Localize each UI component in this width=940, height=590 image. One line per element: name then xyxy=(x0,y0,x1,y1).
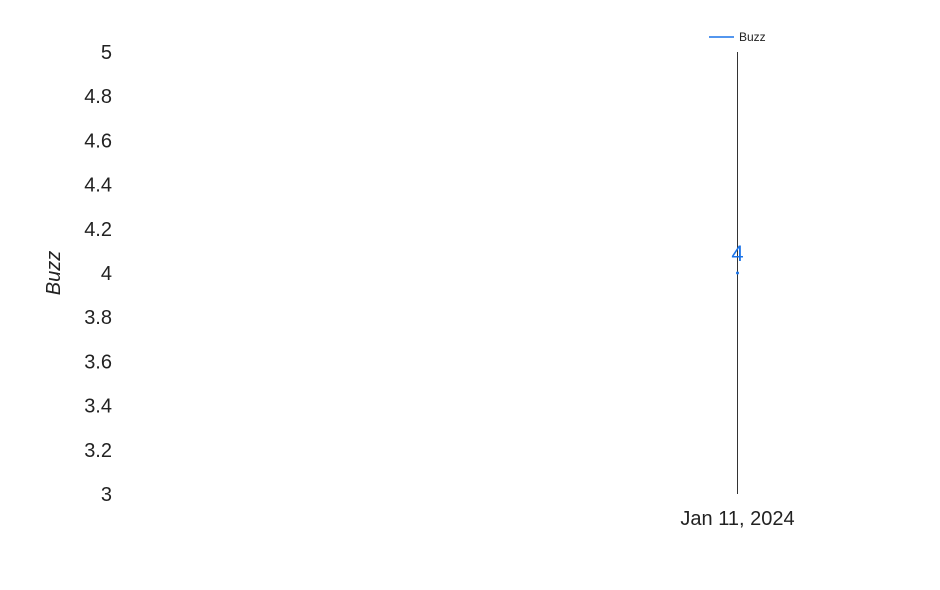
y-tick-label: 4.2 xyxy=(84,219,112,241)
legend[interactable]: Buzz xyxy=(709,30,766,44)
y-tick-label: 4.6 xyxy=(84,130,112,152)
y-axis-ticks: 5 4.8 4.6 4.4 4.2 4 3.8 3.6 3.4 3.2 3 xyxy=(84,42,112,506)
series-point[interactable] xyxy=(736,271,739,275)
y-tick-label: 5 xyxy=(101,42,112,64)
y-tick-label: 4 xyxy=(101,263,112,285)
data-label: 4 xyxy=(731,241,743,266)
y-tick-label: 3.2 xyxy=(84,440,112,462)
y-tick-label: 4.4 xyxy=(84,175,112,197)
series-layer: 4 xyxy=(731,241,744,275)
y-tick-label: 3.8 xyxy=(84,307,112,329)
y-axis-title: Buzz xyxy=(43,251,65,295)
legend-item-label[interactable]: Buzz xyxy=(739,30,766,44)
y-tick-label: 3.6 xyxy=(84,351,112,373)
x-axis: Jan 11, 2024 xyxy=(680,52,795,530)
x-tick-label: Jan 11, 2024 xyxy=(680,508,794,530)
y-tick-label: 3 xyxy=(101,484,112,506)
y-tick-label: 3.4 xyxy=(84,396,112,418)
y-tick-label: 4.8 xyxy=(84,86,112,108)
